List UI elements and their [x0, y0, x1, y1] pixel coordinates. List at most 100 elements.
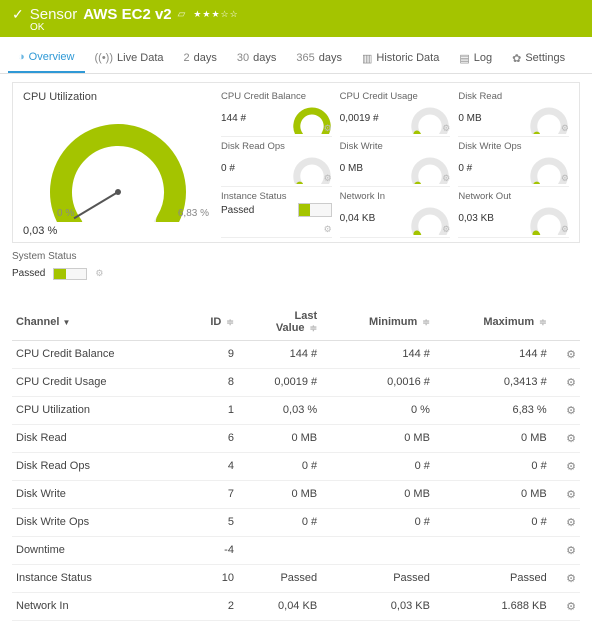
tab-icon: ✿ [512, 52, 521, 65]
tab-label: Log [474, 52, 492, 64]
mini-label: Disk Read [458, 91, 569, 102]
gear-icon[interactable]: ⚙ [442, 173, 450, 184]
cell-max [434, 536, 551, 564]
header: ✓ Sensor AWS EC2 v2 ▱ ★★★☆☆ OK [0, 0, 592, 37]
tab-label: Live Data [117, 52, 163, 64]
row-gear-icon[interactable]: ⚙ [551, 424, 580, 452]
system-status-value: Passed [12, 268, 45, 279]
tab-days[interactable]: 30 days [227, 41, 287, 73]
tab-overview[interactable]: ◑Overview [8, 41, 85, 73]
row-gear-icon[interactable]: ⚙ [551, 480, 580, 508]
row-gear-icon[interactable]: ⚙ [551, 536, 580, 564]
col-channel[interactable]: Channel ▼ [12, 304, 186, 341]
tab-bar: ◑Overview((•))Live Data2days 30 days 365day… [0, 41, 592, 74]
cell-id: 9 [186, 340, 238, 368]
col-actions[interactable] [551, 304, 580, 341]
cell-max: Passed [434, 564, 551, 592]
sensor-status: OK [12, 22, 580, 33]
table-row: Disk Read60 MB0 MB0 MB⚙ [12, 424, 580, 452]
main-gauge-label: CPU Utilization [23, 91, 213, 103]
mini-network-out: Network Out 0,03 KB ⚙ [458, 191, 569, 237]
rating-stars[interactable]: ★★★☆☆ [193, 9, 238, 20]
col-maximum[interactable]: Maximum ≑ [434, 304, 551, 341]
cell-min: Passed [321, 564, 434, 592]
cell-channel: Disk Read Ops [12, 452, 186, 480]
gear-icon[interactable]: ⚙ [324, 123, 332, 134]
gear-icon[interactable]: ⚙ [561, 224, 569, 235]
mini-label: Network In [340, 191, 451, 202]
cell-last [238, 536, 321, 564]
mini-label: Disk Read Ops [221, 141, 332, 152]
mini-disk-read-ops: Disk Read Ops 0 # ⚙ [221, 141, 332, 187]
gear-icon[interactable]: ⚙ [561, 123, 569, 134]
row-gear-icon[interactable]: ⚙ [551, 368, 580, 396]
mini-disk-write-ops: Disk Write Ops 0 # ⚙ [458, 141, 569, 187]
mini-label: CPU Credit Balance [221, 91, 332, 102]
table-row: Disk Write70 MB0 MB0 MB⚙ [12, 480, 580, 508]
cell-channel: CPU Utilization [12, 396, 186, 424]
cell-id: 8 [186, 368, 238, 396]
tab-days[interactable]: 2days [174, 41, 227, 73]
gauges-panel: CPU Utilization 0 %6,83 % 0,03 % CPU Cre… [12, 82, 580, 243]
tab-days[interactable]: 365days [286, 41, 352, 73]
gear-icon[interactable]: ⚙ [442, 224, 450, 235]
system-status-bar [53, 268, 87, 280]
tab-live-data[interactable]: ((•))Live Data [85, 41, 174, 73]
tab-label: days [253, 52, 276, 64]
flag-icon[interactable]: ▱ [178, 9, 186, 20]
row-gear-icon[interactable]: ⚙ [551, 340, 580, 368]
mini-disk-read: Disk Read 0 MB ⚙ [458, 91, 569, 137]
cell-min: 0,0016 # [321, 368, 434, 396]
table-row: Disk Write Ops50 #0 #0 #⚙ [12, 508, 580, 536]
mini-value: 0 # [458, 163, 472, 174]
gear-icon[interactable]: ⚙ [442, 123, 450, 134]
table-row: CPU Utilization10,03 %0 %6,83 %⚙ [12, 396, 580, 424]
cell-last: 0,04 KB [238, 592, 321, 620]
tab-log[interactable]: ▤ Log [449, 41, 502, 73]
cell-min: 0,03 KB [321, 592, 434, 620]
mini-label: Network Out [458, 191, 569, 202]
cell-channel: Network In [12, 592, 186, 620]
cell-channel: CPU Credit Balance [12, 340, 186, 368]
col-last-value[interactable]: LastValue ≑ [238, 304, 321, 341]
mini-value: 0 # [221, 163, 235, 174]
cell-id: 4 [186, 452, 238, 480]
tab-icon: ▤ [459, 52, 469, 65]
cell-id: 1 [186, 396, 238, 424]
row-gear-icon[interactable]: ⚙ [551, 452, 580, 480]
gear-icon[interactable]: ⚙ [324, 173, 332, 184]
table-row: Disk Read Ops40 #0 #0 #⚙ [12, 452, 580, 480]
tab-historic-data[interactable]: ▥ Historic Data [352, 41, 449, 73]
mini-value: 0,04 KB [340, 213, 376, 224]
tab-icon: ▥ [362, 52, 372, 65]
cell-channel: CPU Credit Usage [12, 368, 186, 396]
cell-channel: Disk Read [12, 424, 186, 452]
cell-max: 0 # [434, 508, 551, 536]
row-gear-icon[interactable]: ⚙ [551, 508, 580, 536]
cell-max: 0 MB [434, 424, 551, 452]
tab-label: Historic Data [376, 52, 439, 64]
scale-max: 6,83 % [178, 208, 209, 219]
cell-last: 0 MB [238, 424, 321, 452]
sensor-prefix: Sensor [30, 6, 78, 23]
tab-icon: 30 [237, 52, 249, 64]
tab-settings[interactable]: ✿Settings [502, 41, 575, 73]
cell-last: 0 MB [238, 480, 321, 508]
col-minimum[interactable]: Minimum ≑ [321, 304, 434, 341]
cell-max: 1.688 KB [434, 592, 551, 620]
row-gear-icon[interactable]: ⚙ [551, 564, 580, 592]
row-gear-icon[interactable]: ⚙ [551, 592, 580, 620]
bar-icon [298, 203, 332, 217]
cell-id: 5 [186, 508, 238, 536]
gear-icon[interactable]: ⚙ [95, 268, 103, 279]
gear-icon[interactable]: ⚙ [324, 224, 332, 235]
mini-value: 0,0019 # [340, 113, 379, 124]
cell-max: 0 MB [434, 480, 551, 508]
mini-label: Disk Write [340, 141, 451, 152]
gear-icon[interactable]: ⚙ [561, 173, 569, 184]
cell-max: 144 # [434, 340, 551, 368]
row-gear-icon[interactable]: ⚙ [551, 396, 580, 424]
mini-value: 144 # [221, 113, 246, 124]
tab-icon: 365 [296, 52, 314, 64]
col-id[interactable]: ID ≑ [186, 304, 238, 341]
